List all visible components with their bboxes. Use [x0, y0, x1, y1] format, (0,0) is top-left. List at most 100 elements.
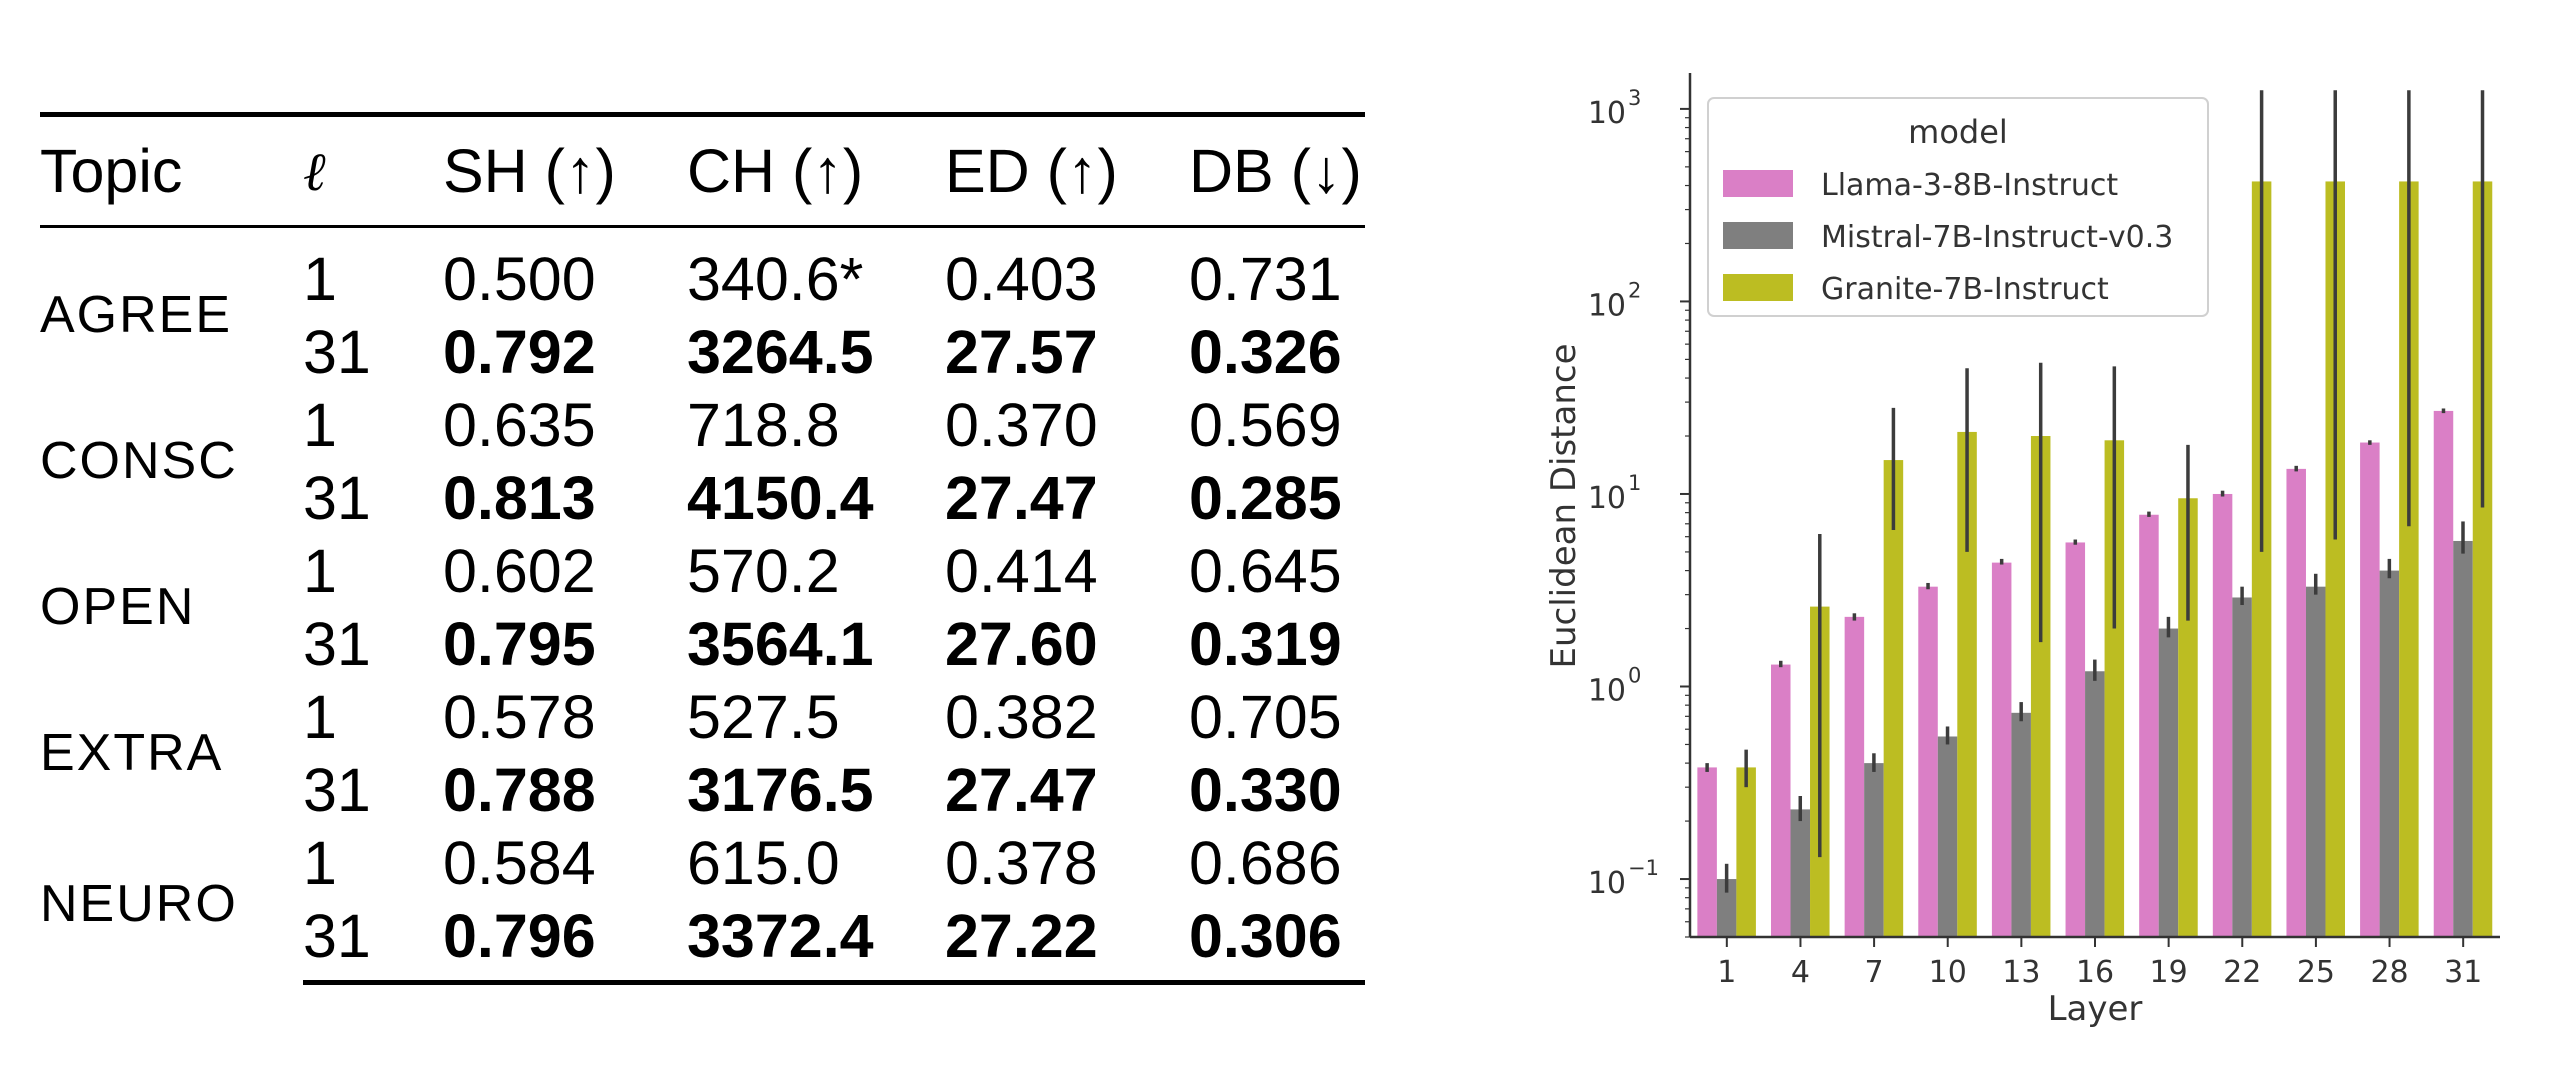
db-cell: 0.306: [1189, 899, 1365, 985]
layer-cell: 31: [303, 899, 443, 985]
bar-2-layer-25: [2305, 586, 2326, 937]
sh-cell: 0.792: [443, 317, 596, 386]
legend-label: Llama-3-8B-Instruct: [1821, 168, 2118, 203]
x-axis-label: Layer: [2048, 989, 2143, 1029]
x-tick-label: 13: [2002, 955, 2040, 990]
bar-1-layer-4: [1771, 664, 1791, 937]
bar-2-layer-31: [2453, 540, 2473, 937]
sh-cell: 0.788: [443, 755, 596, 824]
y-axis-label: Euclidean Distance: [1544, 344, 1584, 669]
ed-cell: 0.382: [945, 682, 1098, 751]
legend-swatch-1: [1723, 170, 1793, 197]
bar-3-layer-28: [2399, 181, 2419, 938]
topic-cell: EXTRA: [40, 724, 224, 782]
ed-cell: 27.22: [945, 899, 1189, 985]
sh-cell: 0.813: [443, 463, 596, 532]
legend-box: [1707, 97, 2209, 317]
metrics-table: Topic ℓ SH (↑) CH (↑) ED (↑) DB (↓) AGRE…: [40, 112, 1365, 985]
table-row: 31 0.792 3264.5 27.57 0.326: [40, 315, 1365, 388]
topic-cell: OPEN: [40, 578, 196, 636]
header-layer: ℓ: [303, 112, 443, 228]
table-header-row: Topic ℓ SH (↑) CH (↑) ED (↑) DB (↓): [40, 112, 1365, 228]
sh-cell: 0.578: [443, 682, 596, 751]
table-row: CONSC 1 0.635 718.8 0.370 0.569: [40, 388, 1365, 491]
ch-cell: 615.0: [687, 828, 840, 897]
table-row: OPEN 1 0.602 570.2 0.414 0.645: [40, 534, 1365, 637]
x-tick-label: 10: [1929, 955, 1967, 990]
header-ch: CH (↑): [687, 112, 945, 228]
sh-cell: 0.796: [443, 899, 687, 985]
legend-title: model: [1908, 113, 2008, 151]
bar-1-layer-10: [1918, 586, 1938, 937]
legend-label: Granite-7B-Instruct: [1821, 272, 2109, 307]
y-tick-label-exponent: 2: [1628, 278, 1641, 302]
ed-cell: 0.403: [945, 244, 1098, 313]
layer-cell: 31: [303, 755, 371, 824]
db-cell: 0.645: [1189, 536, 1342, 605]
bar-1-layer-22: [2212, 493, 2233, 937]
db-cell: 0.569: [1189, 390, 1342, 459]
legend-label: Mistral-7B-Instruct-v0.3: [1821, 220, 2173, 255]
bar-3-layer-25: [2325, 181, 2345, 938]
bar-2-layer-16: [2085, 671, 2105, 937]
ed-cell: 27.57: [945, 317, 1098, 386]
bar-1-layer-31: [2433, 410, 2454, 937]
bar-3-layer-7: [1883, 460, 1904, 937]
ch-cell: 3372.4: [687, 899, 945, 985]
ed-cell: 0.378: [945, 828, 1098, 897]
y-tick-label-base: 10: [1588, 674, 1626, 709]
topic-cell: CONSC: [40, 432, 238, 490]
header-ed: ED (↑): [945, 112, 1189, 228]
layer-cell: 1: [303, 390, 337, 459]
table-row: 31 0.795 3564.1 27.60 0.319: [40, 607, 1365, 680]
bar-2-layer-28: [2379, 570, 2400, 937]
db-cell: 0.285: [1189, 463, 1342, 532]
table-body: AGREE 1 0.500 340.6* 0.403 0.731 31 0.792 3264.5…: [40, 227, 1365, 985]
db-cell: 0.705: [1189, 682, 1342, 751]
bar-1-layer-1: [1697, 767, 1717, 937]
y-tick-label-exponent: −1: [1628, 856, 1659, 880]
bar-2-layer-19: [2158, 628, 2179, 937]
bar-2-layer-10: [1937, 736, 1958, 937]
bar-2-layer-4: [1790, 809, 1811, 937]
x-tick-label: 28: [2370, 955, 2408, 990]
y-tick-label-exponent: 0: [1628, 664, 1641, 688]
ch-cell: 527.5: [687, 682, 840, 751]
y-tick-label-base: 10: [1588, 866, 1626, 901]
bar-2-layer-7: [1864, 763, 1884, 937]
bar-1-layer-7: [1844, 616, 1865, 937]
bar-3-layer-13: [2030, 436, 2051, 937]
y-tick-label-base: 10: [1588, 481, 1626, 516]
x-tick-label: 7: [1865, 955, 1884, 990]
ch-cell: 3264.5: [687, 317, 874, 386]
bar-3-layer-31: [2472, 181, 2493, 938]
sh-cell: 0.635: [443, 390, 596, 459]
x-tick-label: 1: [1717, 955, 1736, 990]
db-cell: 0.731: [1189, 244, 1342, 313]
ed-cell: 27.47: [945, 755, 1098, 824]
x-tick-label: 25: [2297, 955, 2335, 990]
db-cell: 0.330: [1189, 755, 1342, 824]
layer-cell: 1: [303, 682, 337, 751]
ed-cell: 0.414: [945, 536, 1098, 605]
layer-cell: 31: [303, 609, 371, 678]
ch-cell: 4150.4: [687, 463, 874, 532]
bar-3-layer-22: [2251, 181, 2272, 938]
y-tick-label-exponent: 3: [1628, 86, 1641, 110]
metrics-table-container: Topic ℓ SH (↑) CH (↑) ED (↑) DB (↓) AGRE…: [40, 112, 1365, 985]
bar-3-layer-19: [2178, 498, 2198, 937]
bar-3-layer-10: [1957, 431, 1977, 937]
layer-cell: 31: [303, 317, 371, 386]
topic-cell: NEURO: [40, 875, 238, 934]
layer-cell: 1: [303, 536, 337, 605]
sh-cell: 0.500: [443, 244, 596, 313]
table-row: 31 0.813 4150.4 27.47 0.285: [40, 461, 1365, 534]
legend-swatch-3: [1723, 274, 1793, 301]
header-sh: SH (↑): [443, 112, 687, 228]
db-cell: 0.319: [1189, 609, 1342, 678]
header-db: DB (↓): [1189, 112, 1365, 228]
y-tick-label-base: 10: [1588, 96, 1626, 131]
topic-cell: AGREE: [40, 286, 233, 344]
x-tick-label: 19: [2150, 955, 2188, 990]
db-cell: 0.326: [1189, 317, 1342, 386]
